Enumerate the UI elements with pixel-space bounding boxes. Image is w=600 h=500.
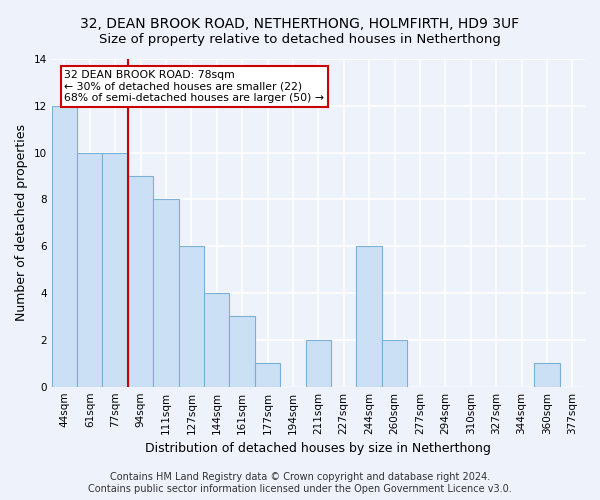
X-axis label: Distribution of detached houses by size in Netherthong: Distribution of detached houses by size … [145, 442, 491, 455]
Bar [255, 364, 280, 386]
Bar [305, 340, 331, 386]
Y-axis label: Number of detached properties: Number of detached properties [15, 124, 28, 322]
Bar [77, 152, 103, 386]
Bar [356, 246, 382, 386]
Bar [103, 152, 128, 386]
Bar [128, 176, 153, 386]
Bar [382, 340, 407, 386]
Text: Size of property relative to detached houses in Netherthong: Size of property relative to detached ho… [99, 32, 501, 46]
Text: Contains HM Land Registry data © Crown copyright and database right 2024.
Contai: Contains HM Land Registry data © Crown c… [88, 472, 512, 494]
Text: 32, DEAN BROOK ROAD, NETHERTHONG, HOLMFIRTH, HD9 3UF: 32, DEAN BROOK ROAD, NETHERTHONG, HOLMFI… [80, 18, 520, 32]
Bar [204, 293, 229, 386]
Bar [179, 246, 204, 386]
Bar [52, 106, 77, 386]
Text: 32 DEAN BROOK ROAD: 78sqm
← 30% of detached houses are smaller (22)
68% of semi-: 32 DEAN BROOK ROAD: 78sqm ← 30% of detac… [64, 70, 325, 102]
Bar [229, 316, 255, 386]
Bar [534, 364, 560, 386]
Bar [153, 200, 179, 386]
